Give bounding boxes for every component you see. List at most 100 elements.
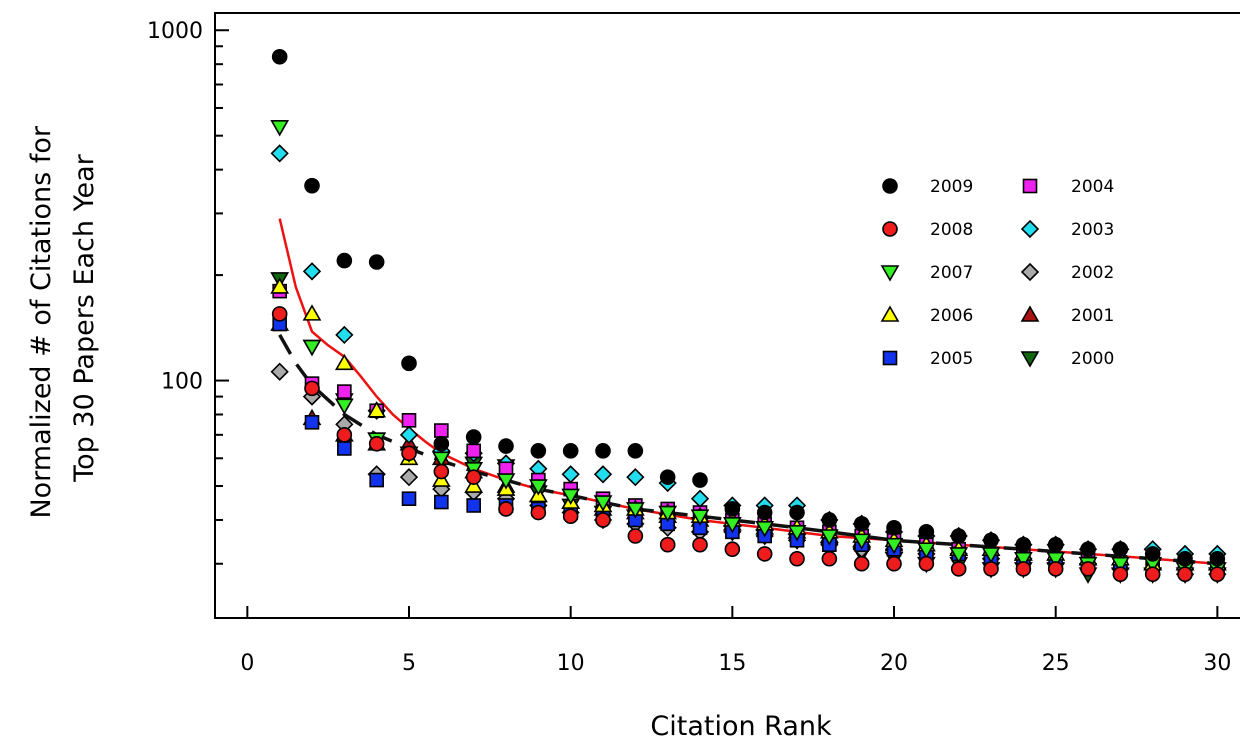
point-2009 xyxy=(498,438,514,454)
legend: 2009 2008 2007 2006 2005 2004 2003 2002 2001 2000 xyxy=(880,177,1114,369)
data-markers xyxy=(270,48,1227,584)
y-axis-title-line-1: Normalized # of Citations for xyxy=(26,125,57,518)
point-2008 xyxy=(1209,566,1226,583)
point-2009 xyxy=(336,252,353,269)
point-2007 xyxy=(625,502,645,519)
point-2003 xyxy=(335,325,354,345)
point-2006 xyxy=(270,277,290,294)
point-2009 xyxy=(1047,536,1064,553)
point-2009 xyxy=(1144,546,1161,562)
point-2009 xyxy=(530,443,547,459)
point-2008 xyxy=(498,501,514,517)
point-2009 xyxy=(1080,541,1096,558)
x-tick-label: 25 xyxy=(1042,651,1070,676)
point-2005 xyxy=(434,494,449,510)
point-2007 xyxy=(884,537,904,555)
point-2002 xyxy=(399,468,419,487)
x-tick-label: 0 xyxy=(240,651,254,676)
point-2008 xyxy=(918,555,935,572)
point-2008 xyxy=(853,555,870,572)
legend-marker-2005 xyxy=(882,350,898,366)
x-axis: 0 5 10 15 20 25 30 xyxy=(240,606,1231,676)
point-2008 xyxy=(336,427,353,443)
point-2008 xyxy=(1177,566,1193,583)
point-2009 xyxy=(756,504,773,521)
legend-label-2005: 2005 xyxy=(930,349,973,369)
fit-line-dashed xyxy=(278,334,1218,566)
point-2008 xyxy=(595,512,611,528)
point-2009 xyxy=(1177,550,1193,567)
point-2007 xyxy=(496,473,516,490)
point-2003 xyxy=(593,465,613,484)
point-2009 xyxy=(950,528,967,544)
point-2004 xyxy=(337,384,352,399)
point-2009 xyxy=(1015,536,1032,553)
point-2006 xyxy=(464,476,484,493)
point-2007 xyxy=(528,479,548,496)
point-2009 xyxy=(789,504,805,521)
legend-marker-2000 xyxy=(1020,351,1040,368)
point-2008 xyxy=(950,561,967,577)
point-2007 xyxy=(593,495,613,512)
point-2009 xyxy=(433,435,450,452)
point-2007 xyxy=(561,488,581,506)
point-2009 xyxy=(1112,541,1129,558)
point-2003 xyxy=(399,425,419,444)
point-2008 xyxy=(1112,566,1129,583)
legend-label-2009: 2009 xyxy=(930,177,973,197)
point-2009 xyxy=(562,443,579,459)
point-2008 xyxy=(1144,566,1161,583)
point-2008 xyxy=(756,546,773,562)
point-2009 xyxy=(692,472,708,488)
point-2008 xyxy=(724,541,741,558)
point-2007 xyxy=(334,398,354,415)
point-2009 xyxy=(304,177,320,194)
x-tick-label: 30 xyxy=(1203,651,1231,676)
point-2008 xyxy=(821,550,838,567)
point-2003 xyxy=(270,144,289,163)
point-2008 xyxy=(659,536,676,553)
point-2008 xyxy=(465,469,482,485)
point-2007 xyxy=(1013,551,1033,569)
y-axis-title-line-2: Top 30 Papers Each Year xyxy=(69,153,100,482)
point-2007 xyxy=(658,505,678,523)
point-2003 xyxy=(626,468,645,487)
point-2008 xyxy=(1080,561,1096,577)
point-2004 xyxy=(466,443,481,459)
x-tick-label: 15 xyxy=(718,651,746,676)
point-2007 xyxy=(690,509,710,526)
point-2005 xyxy=(369,472,384,488)
point-2008 xyxy=(433,463,450,480)
legend-label-2008: 2008 xyxy=(930,220,973,240)
point-2003 xyxy=(561,465,580,484)
point-2009 xyxy=(271,48,288,65)
point-2009 xyxy=(724,501,741,517)
point-2008 xyxy=(1015,561,1032,577)
point-2007 xyxy=(1046,551,1066,569)
legend-marker-2002 xyxy=(1020,262,1040,282)
legend-label-2004: 2004 xyxy=(1071,177,1114,197)
point-2005 xyxy=(304,415,320,430)
legend-label-2007: 2007 xyxy=(930,263,973,283)
legend-label-2000: 2000 xyxy=(1071,349,1114,369)
legend-marker-2006 xyxy=(880,305,900,322)
point-2009 xyxy=(368,254,385,270)
legend-marker-2003 xyxy=(1020,219,1040,239)
point-2006 xyxy=(334,353,354,371)
point-2009 xyxy=(886,519,902,536)
x-axis-title: Citation Rank xyxy=(650,711,832,742)
point-2008 xyxy=(368,435,385,452)
point-2005 xyxy=(401,491,417,507)
x-tick-label: 20 xyxy=(880,651,908,676)
y-axis: 100 1000 xyxy=(147,19,229,565)
y-tick-label: 1000 xyxy=(147,19,203,44)
legend-marker-2008 xyxy=(882,221,898,237)
point-2008 xyxy=(401,445,417,462)
y-axis-title: Normalized # of Citations for Top 30 Pap… xyxy=(26,117,100,518)
point-2007 xyxy=(270,120,290,137)
point-2008 xyxy=(983,561,999,577)
point-2008 xyxy=(692,536,708,553)
point-2008 xyxy=(627,528,644,544)
point-2008 xyxy=(530,504,547,521)
point-2008 xyxy=(886,555,902,572)
